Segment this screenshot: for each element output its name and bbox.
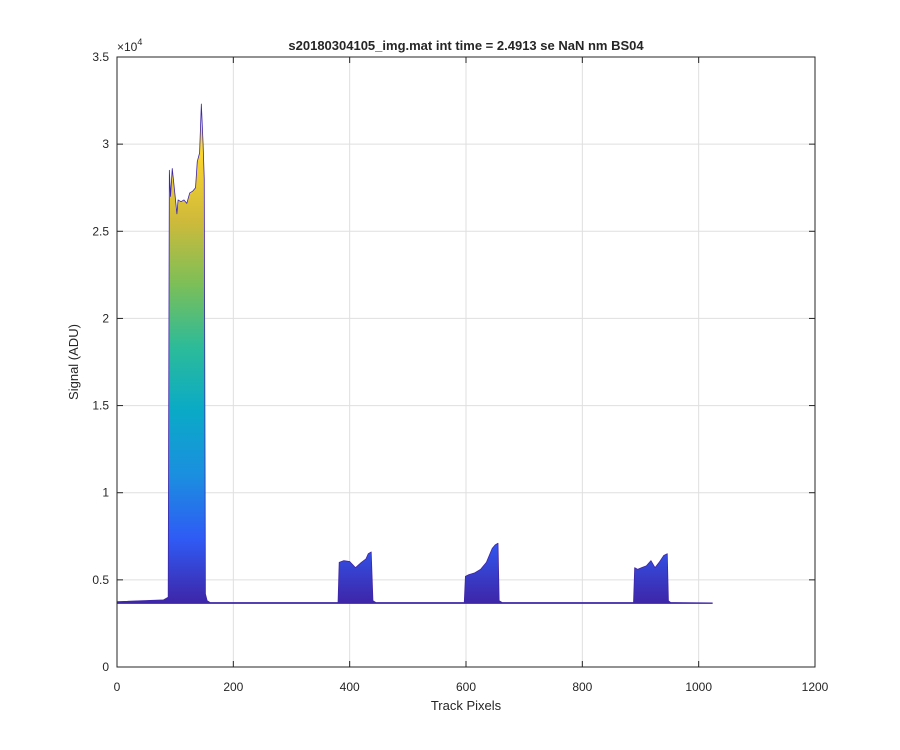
y-axis-label: Signal (ADU)	[66, 324, 81, 400]
series-layer	[116, 103, 713, 604]
y-tick-label: 2.5	[92, 224, 109, 238]
y-tick-label: 3	[102, 137, 109, 151]
x-tick-label: 1000	[685, 680, 712, 694]
x-tick-label: 600	[456, 680, 476, 694]
y-exponent-base: ×10	[117, 40, 138, 54]
y-tick-label: 0	[102, 660, 109, 674]
signal-line	[116, 103, 713, 604]
y-tick-label: 0.5	[92, 573, 109, 587]
signal-area	[117, 104, 713, 604]
x-axis-ticks: 0 200 400 600 800 1000 1200	[114, 57, 829, 694]
y-axis-ticks: 0 0.5 1 1.5 2 2.5 3 3.5	[92, 50, 815, 674]
y-tick-label: 1.5	[92, 399, 109, 413]
x-tick-label: 200	[223, 680, 243, 694]
x-tick-label: 800	[572, 680, 592, 694]
x-tick-label: 1200	[802, 680, 829, 694]
chart-title: s20180304105_img.mat int time = 2.4913 s…	[288, 38, 644, 53]
x-tick-label: 0	[114, 680, 121, 694]
y-exponent-power: 4	[137, 37, 142, 47]
x-axis-label: Track Pixels	[431, 698, 502, 713]
y-tick-label: 3.5	[92, 50, 109, 64]
y-tick-label: 1	[102, 486, 109, 500]
grid-lines	[117, 57, 815, 667]
x-tick-label: 400	[340, 680, 360, 694]
y-tick-label: 2	[102, 311, 109, 325]
y-axis-exponent: ×104	[117, 37, 142, 54]
